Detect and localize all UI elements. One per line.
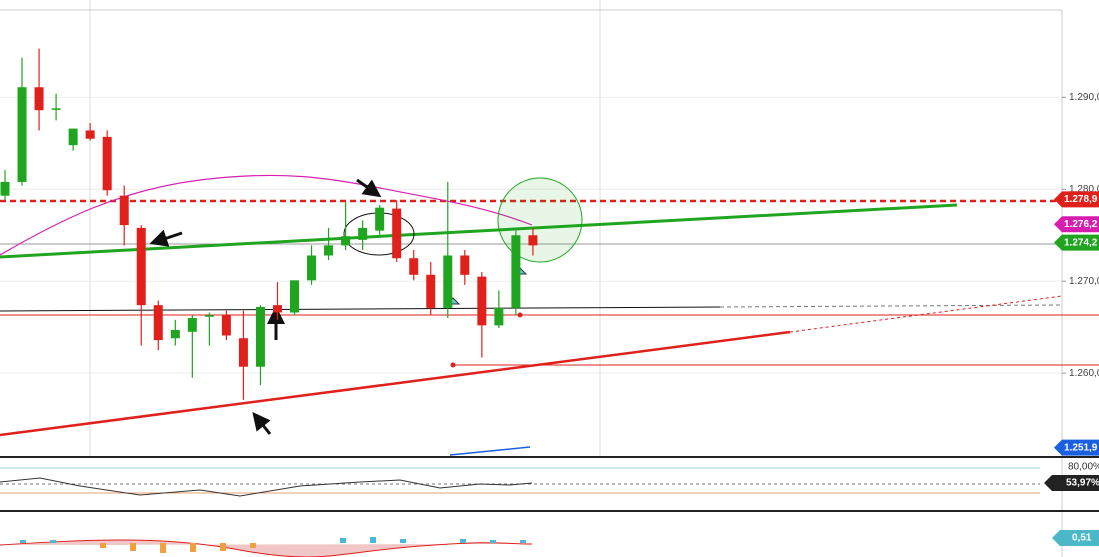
- candle-body: [102, 136, 112, 191]
- candle-body: [221, 315, 231, 336]
- support-line: [0, 306, 721, 312]
- anchor: [517, 312, 523, 318]
- candle-body: [17, 87, 27, 182]
- candle-body: [51, 108, 61, 110]
- price-tag: [1054, 439, 1099, 456]
- candle-body: [477, 276, 487, 326]
- price-tag-label: 1.278,9: [1064, 194, 1098, 205]
- candle-body: [409, 258, 419, 275]
- y-tick-label: 1.290,0: [1069, 92, 1099, 103]
- candle-body: [238, 338, 248, 367]
- arrow: [149, 229, 183, 247]
- candle-body: [272, 305, 282, 313]
- candle-body: [324, 245, 334, 256]
- indicator-label: 53,97%: [1066, 478, 1099, 489]
- candle-body: [358, 227, 368, 240]
- trend-line: [0, 330, 791, 437]
- candle-body: [119, 195, 129, 226]
- moving-average: [0, 174, 533, 256]
- y-tick-label: 1.260,0: [1069, 368, 1099, 379]
- candle-body: [68, 128, 78, 146]
- candle-body: [0, 181, 10, 196]
- trend-line: [0, 203, 958, 259]
- price-tag-label: 1.276,2: [1064, 219, 1098, 230]
- oscillator-line: [0, 477, 533, 497]
- candle-body: [34, 87, 44, 111]
- candle-body: [170, 329, 180, 339]
- candle-body: [153, 305, 163, 341]
- macd-line: [0, 539, 533, 557]
- price-tag: [1054, 191, 1099, 208]
- candle-body: [392, 208, 402, 259]
- candle-body: [426, 274, 436, 308]
- support-line: [719, 304, 1063, 308]
- indicator-line: [449, 446, 531, 456]
- price-tag: [1054, 216, 1099, 233]
- arrow: [252, 411, 272, 435]
- arrow: [356, 178, 382, 198]
- candle-body: [443, 255, 453, 308]
- candle-body: [204, 315, 214, 317]
- price-tag-label: 1.251,9: [1064, 442, 1098, 453]
- candle-body: [307, 255, 317, 281]
- trend-line: [789, 295, 1063, 333]
- candle-body: [528, 235, 538, 246]
- macd-bars: [100, 543, 256, 553]
- candle-body: [460, 255, 470, 275]
- indicator-label: 0,51: [1072, 533, 1092, 544]
- value-tag: [1052, 530, 1099, 546]
- macd-bars: [20, 537, 526, 543]
- candle-body: [290, 280, 300, 313]
- candle-body: [375, 207, 385, 231]
- candle-body: [494, 307, 504, 326]
- candle-body: [136, 227, 146, 306]
- candle-body: [341, 236, 351, 246]
- indicator-label: 80,00%: [1068, 462, 1099, 473]
- price-tag: [1054, 234, 1099, 251]
- candle-body: [85, 130, 95, 139]
- anchor: [450, 362, 456, 368]
- highlight-circle: [497, 177, 583, 263]
- candle-body: [187, 318, 197, 332]
- y-tick-label: 1.280,0: [1069, 184, 1099, 195]
- candle-body: [511, 235, 521, 308]
- value-tag: [1044, 475, 1099, 491]
- y-tick-label: 1.270,0: [1069, 276, 1099, 287]
- price-tag-label: 1.274,2: [1064, 237, 1098, 248]
- candle-body: [255, 306, 265, 367]
